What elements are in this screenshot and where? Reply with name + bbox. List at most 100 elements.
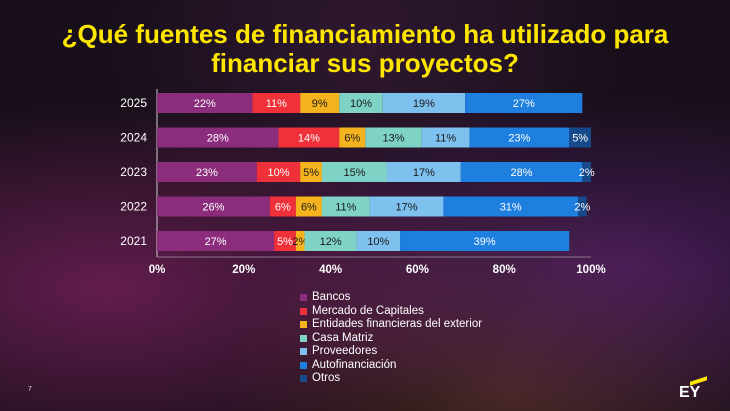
data-label-2021-1: 5% [277,236,293,248]
legend-swatch [300,375,307,383]
category-label-2024: 2024 [120,131,147,145]
data-label-2022-0: 26% [202,202,224,214]
bar-segment-2022-3 [321,196,370,217]
bar-segment-2024-5 [469,127,570,148]
legend-label: Entidades financieras del exterior [312,318,483,330]
title-line-2: financiar sus proyectos? [211,48,519,78]
data-label-2022-4: 17% [396,202,418,214]
chart-title: ¿Qué fuentes de financiamiento ha utiliz… [0,20,730,78]
bar-segment-2025-2 [300,93,340,113]
data-label-2022-2: 6% [301,202,317,214]
data-label-2022-6: 2% [574,202,590,214]
bar-segment-2024-1 [278,127,340,148]
bar-segment-2025-4 [382,93,466,113]
x-tick-label: 20% [232,264,255,276]
bar-segment-2025-1 [252,93,301,113]
data-label-2024-5: 23% [508,133,530,145]
data-label-2023-0: 23% [196,167,218,179]
x-tick-label: 60% [406,264,429,276]
data-label-2022-3: 11% [335,202,356,214]
legend-label: Proveedores [312,345,378,357]
bar-segment-2021-4 [356,231,401,251]
legend-item: Entidades financieras del exterior [300,318,482,332]
bar-segment-2021-0 [157,231,275,251]
legend-swatch [300,334,307,342]
bar-segment-2021-5 [400,231,570,251]
legend-label: Mercado de Capitales [312,304,424,317]
bar-segment-2024-2 [339,127,366,148]
data-label-2025-5: 27% [513,98,535,110]
bar-segment-2022-0 [157,196,270,217]
data-label-2021-2: 2% [292,236,308,248]
legend-swatch [300,294,307,302]
bar-segment-2022-1 [269,196,296,217]
page-number: 7 [28,386,32,393]
x-tick-label: 100% [576,264,605,276]
bar-segment-2021-1 [274,231,296,251]
bar-segment-2023-0 [157,162,257,182]
data-label-2022-5: 31% [500,202,522,214]
legend-swatch [300,307,307,315]
bar-segment-2025-3 [339,93,383,113]
bar-segment-2024-6 [569,127,591,148]
bar-segment-2021-3 [304,231,357,251]
data-label-2025-4: 19% [413,98,435,110]
data-label-2025-3: 10% [350,98,372,110]
ey-logo: EY [679,384,701,401]
bar-segment-2024-4 [421,127,470,148]
data-label-2025-2: 9% [312,98,328,110]
bar-segment-2021-2 [295,231,305,251]
legend-item: Proveedores [300,345,482,359]
x-tick-label: 0% [149,264,166,276]
bar-segment-2023-5 [460,162,583,182]
legend-item: Bancos [300,291,482,305]
x-tick-label: 40% [319,264,342,276]
category-label-2023: 2023 [120,165,147,179]
data-label-2024-2: 6% [344,133,360,145]
data-label-2021-3: 12% [320,236,342,248]
data-label-2022-1: 6% [275,202,291,214]
legend-label: Bancos [312,291,351,303]
bar-segment-2023-4 [387,162,461,182]
legend-item: Casa Matriz [300,332,482,346]
bar-segment-2023-2 [300,162,322,182]
legend-item: Autofinanciación [300,359,482,373]
bar-segment-2023-3 [321,162,388,182]
legend-item: Mercado de Capitales [300,305,482,319]
bar-segment-2024-3 [365,127,422,148]
data-label-2021-5: 39% [474,236,496,248]
data-label-2025-0: 22% [194,98,216,110]
chart-legend: Bancos Mercado de Capitales Entidades fina… [300,291,482,386]
data-label-2024-3: 13% [383,133,405,145]
category-label-2025: 2025 [120,96,147,110]
data-label-2024-1: 14% [298,133,320,145]
data-label-2021-0: 27% [205,236,227,248]
data-label-2025-1: 11% [266,98,287,110]
category-label-2021: 2021 [120,234,147,248]
data-label-2023-6: 2% [579,167,595,179]
legend-swatch [300,321,307,329]
legend-label: Autofinanciación [312,358,397,371]
category-label-2022: 2022 [120,200,147,214]
data-label-2023-4: 17% [413,167,435,179]
data-label-2021-4: 10% [367,236,389,248]
data-label-2024-6: 5% [572,133,588,145]
bar-segment-2024-0 [157,127,279,148]
legend-item: Otros [300,372,482,386]
title-line-1: ¿Qué fuentes de financiamiento ha utiliz… [61,19,669,49]
bar-segment-2023-6 [582,162,591,182]
legend-swatch [300,348,307,356]
legend-label: Casa Matriz [312,331,374,344]
data-label-2023-3: 15% [343,167,365,179]
data-label-2024-4: 11% [435,133,456,145]
bar-segment-2022-2 [295,196,322,217]
legend-label: Otros [312,372,341,384]
data-label-2023-2: 5% [303,167,319,179]
data-label-2023-5: 28% [511,167,533,179]
data-label-2023-1: 10% [268,167,290,179]
bar-segment-2022-6 [577,196,587,217]
bar-segment-2022-4 [369,196,444,217]
bar-segment-2025-5 [465,93,583,113]
data-label-2024-0: 28% [207,133,229,145]
